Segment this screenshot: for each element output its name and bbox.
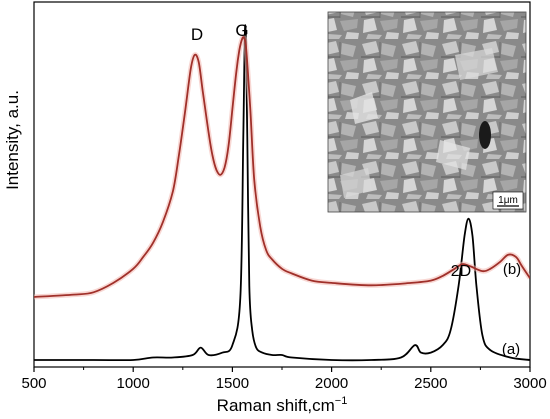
sem-scale-label: 1μm: [498, 195, 518, 206]
x-tick-label-1500: 1500: [216, 375, 249, 392]
x-tick-label-2500: 2500: [414, 375, 447, 392]
x-tick-label-1000: 1000: [117, 375, 150, 392]
series-label-b: (b): [503, 261, 521, 278]
peak-label-g: G: [235, 21, 248, 40]
peak-label-d: D: [191, 25, 203, 44]
sem-scale-box: [492, 191, 524, 210]
x-axis-title: Raman shift,cm−1: [217, 395, 348, 415]
x-tick-label-500: 500: [21, 375, 46, 392]
series-layer: [34, 24, 530, 362]
series-line-b: [34, 36, 530, 298]
x-tick-label-3000: 3000: [513, 375, 546, 392]
series-label-a: (a): [502, 341, 520, 358]
y-axis-title: Intensity, a.u.: [3, 90, 22, 190]
x-ticks: 500 1000 1500 2000 2500 3000: [21, 367, 547, 392]
sem-inset: 1μm: [327, 11, 527, 213]
series-line-a: [34, 24, 530, 362]
peak-label-2d: 2D: [451, 263, 471, 280]
x-tick-label-2000: 2000: [315, 375, 348, 392]
